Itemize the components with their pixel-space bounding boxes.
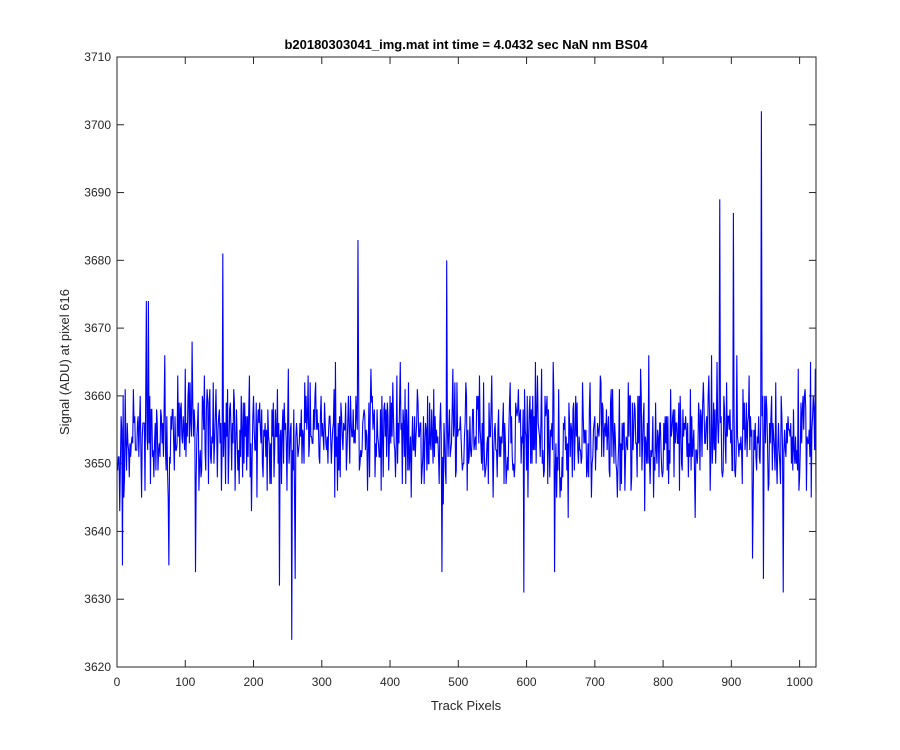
x-tick-label: 200	[244, 675, 264, 689]
axes-box	[116, 56, 817, 668]
x-tick-label: 0	[114, 675, 121, 689]
x-tick-label: 900	[721, 675, 741, 689]
y-tick-label: 3660	[84, 389, 111, 403]
series-line	[117, 111, 817, 640]
x-tick-label: 500	[448, 675, 468, 689]
x-tick-label: 100	[175, 675, 195, 689]
y-axis-label: Signal (ADU) at pixel 616	[57, 289, 72, 435]
y-tick-label: 3630	[84, 592, 111, 606]
y-tick-label: 3640	[84, 524, 111, 538]
y-tick-label: 3710	[84, 50, 111, 64]
x-tick-label: 800	[653, 675, 673, 689]
x-tick-label: 700	[585, 675, 605, 689]
x-axis: 0 100 200 300 400 500 600 700 800 900 1000	[114, 57, 813, 689]
series-layer	[117, 111, 817, 640]
x-tick-label: 400	[380, 675, 400, 689]
x-axis-label: Track Pixels	[431, 698, 502, 713]
x-tick-label: 600	[517, 675, 537, 689]
y-tick-label: 3680	[84, 253, 111, 267]
y-tick-label: 3690	[84, 186, 111, 200]
y-tick-label: 3670	[84, 321, 111, 335]
x-tick-label: 1000	[786, 675, 813, 689]
y-tick-label: 3700	[84, 118, 111, 132]
y-tick-label: 3650	[84, 457, 111, 471]
y-axis: 3620 3630 3640 3650 3660 3670 3680 3690 3700 3710	[84, 50, 816, 674]
x-tick-label: 300	[312, 675, 332, 689]
chart-title: b20180303041_img.mat int time = 4.0432 s…	[284, 37, 648, 52]
plot-area	[117, 57, 816, 667]
y-tick-label: 3620	[84, 660, 111, 674]
